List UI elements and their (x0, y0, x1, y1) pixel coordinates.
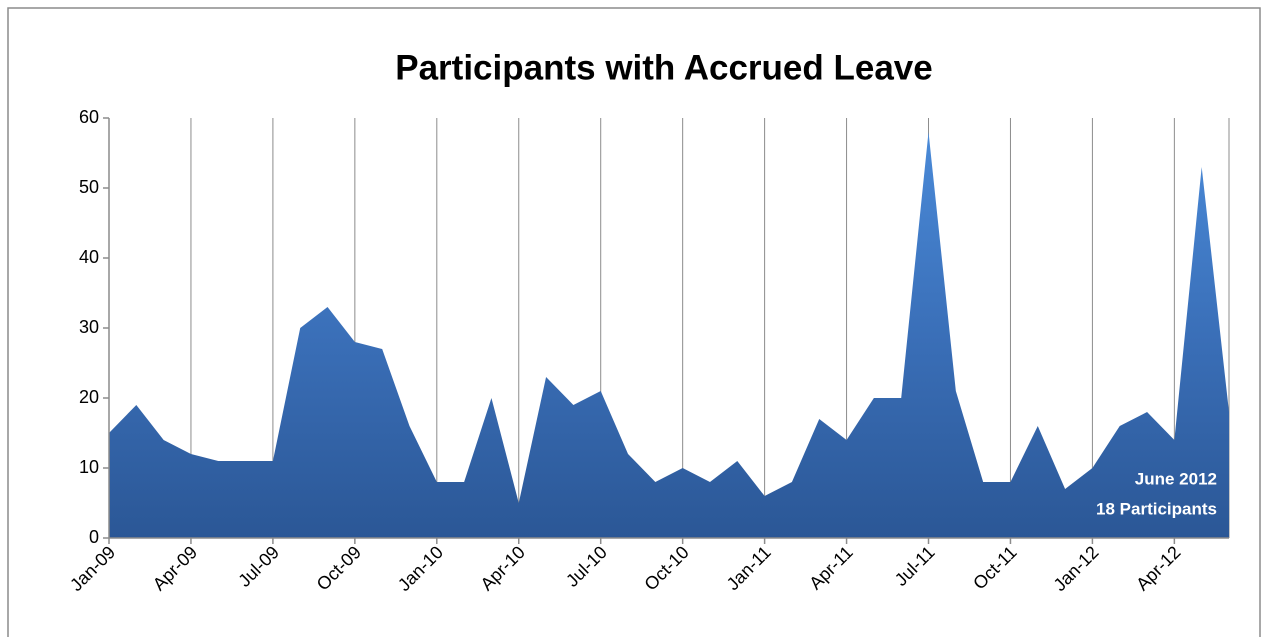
x-tick-label: Oct-11 (969, 542, 1020, 593)
x-tick-label: Apr-11 (805, 542, 856, 593)
area (109, 132, 1229, 538)
x-tick-label: Jan-11 (723, 542, 775, 594)
y-tick-label: 60 (79, 107, 99, 127)
x-tick-label: Jan-12 (1050, 542, 1103, 595)
x-tick-label: Jan-09 (66, 542, 119, 595)
y-tick-label: 10 (79, 457, 99, 477)
annotation: 18 Participants (1096, 499, 1217, 518)
x-tick-label: Jul-11 (891, 542, 939, 590)
y-tick-label: 30 (79, 317, 99, 337)
y-tick-label: 40 (79, 247, 99, 267)
x-tick-label: Apr-10 (477, 542, 529, 594)
chart-title: Participants with Accrued Leave (395, 48, 933, 87)
y-tick-label: 50 (79, 177, 99, 197)
x-tick-label: Oct-10 (640, 542, 692, 594)
frame (7, 7, 1261, 637)
x-tick-label: Jul-10 (562, 542, 611, 591)
x-tick-label: Apr-09 (149, 542, 201, 594)
x-tick-label: Jan-10 (394, 542, 447, 595)
annotation: June 2012 (1135, 469, 1217, 488)
x-tick-label: Apr-12 (1132, 542, 1184, 594)
y-tick-label: 0 (89, 527, 99, 547)
x-tick-label: Jul-09 (234, 542, 283, 591)
x-tick-label: Oct-09 (313, 542, 365, 594)
y-tick-label: 20 (79, 387, 99, 407)
